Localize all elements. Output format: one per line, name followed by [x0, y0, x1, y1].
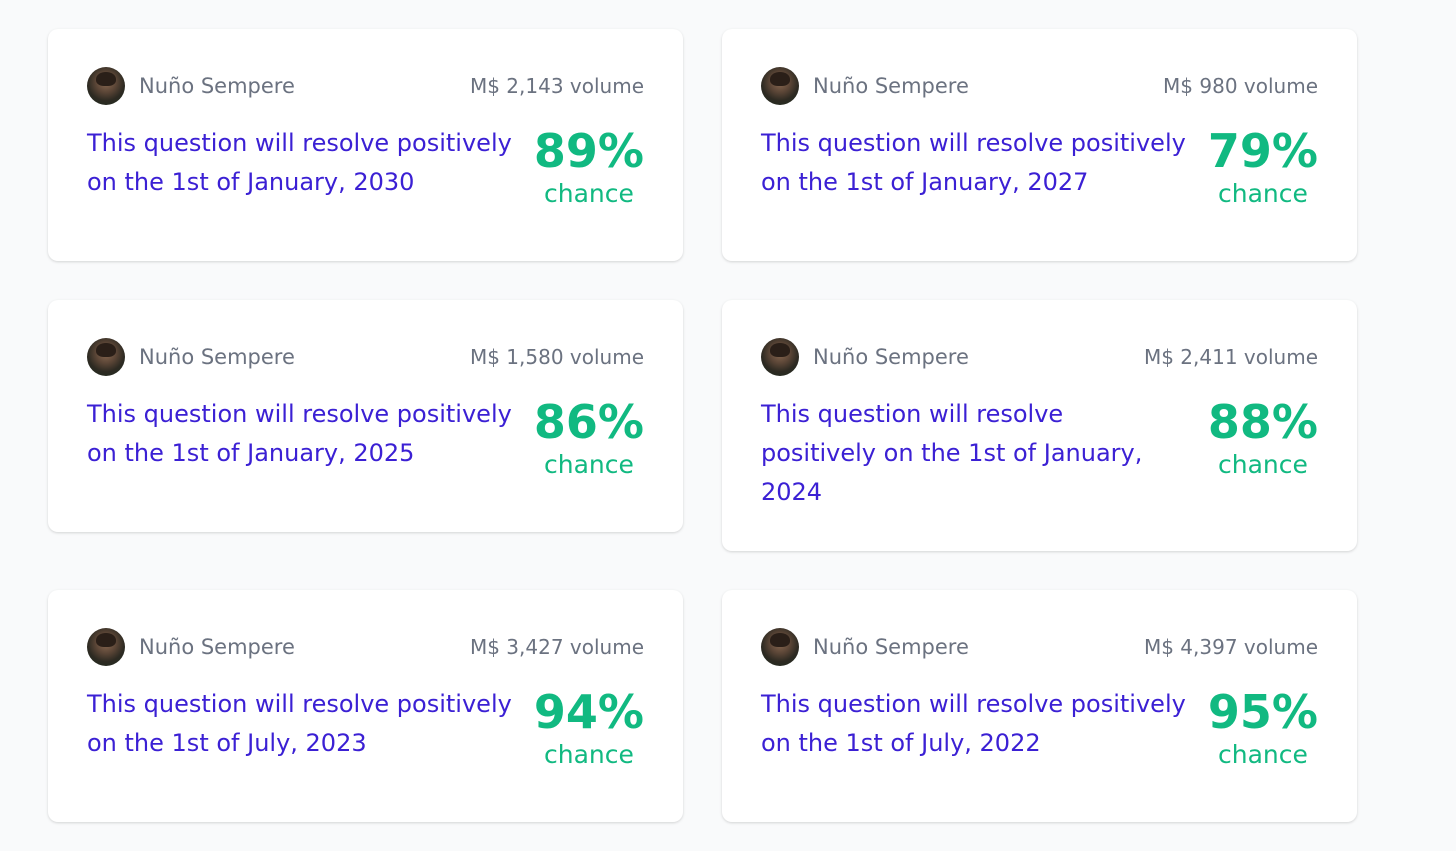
probability-value: 79% [1207, 124, 1318, 178]
volume-label: M$ 3,427 volume [469, 635, 644, 659]
probability-value: 95% [1207, 685, 1318, 739]
probability-box: 95% chance [1208, 687, 1318, 771]
chance-label: chance [1218, 740, 1308, 769]
card-body: This question will resolve positively on… [761, 685, 1318, 771]
creator-name[interactable]: Nuño Sempere [139, 74, 295, 98]
volume-label: M$ 1,580 volume [469, 345, 644, 369]
market-card[interactable]: Nuño Sempere M$ 980 volume This question… [722, 29, 1357, 261]
probability-box: 89% chance [534, 126, 644, 210]
question-title[interactable]: This question will resolve positively on… [87, 129, 512, 196]
probability-value: 94% [533, 685, 644, 739]
market-card[interactable]: Nuño Sempere M$ 2,411 volume This questi… [722, 300, 1357, 551]
card-body: This question will resolve positively on… [761, 395, 1318, 512]
creator[interactable]: Nuño Sempere [87, 67, 295, 105]
probability-box: 88% chance [1208, 397, 1318, 481]
creator[interactable]: Nuño Sempere [87, 628, 295, 666]
question-title[interactable]: This question will resolve positively on… [87, 400, 512, 467]
avatar[interactable] [761, 628, 799, 666]
question-title[interactable]: This question will resolve positively on… [761, 129, 1186, 196]
probability-box: 79% chance [1208, 126, 1318, 210]
creator[interactable]: Nuño Sempere [761, 67, 969, 105]
volume-label: M$ 980 volume [1163, 74, 1318, 98]
card-header: Nuño Sempere M$ 2,143 volume [87, 67, 644, 105]
creator-name[interactable]: Nuño Sempere [813, 74, 969, 98]
creator[interactable]: Nuño Sempere [761, 338, 969, 376]
creator-name[interactable]: Nuño Sempere [139, 345, 295, 369]
card-body: This question will resolve positively on… [87, 395, 644, 481]
avatar[interactable] [87, 338, 125, 376]
chance-label: chance [1218, 179, 1308, 208]
chance-label: chance [544, 179, 634, 208]
volume-label: M$ 2,143 volume [469, 74, 644, 98]
card-body: This question will resolve positively on… [87, 685, 644, 771]
chance-label: chance [1218, 450, 1308, 479]
volume-label: M$ 4,397 volume [1143, 635, 1318, 659]
probability-value: 86% [533, 395, 644, 449]
market-card[interactable]: Nuño Sempere M$ 2,143 volume This questi… [48, 29, 683, 261]
probability-value: 89% [533, 124, 644, 178]
market-card[interactable]: Nuño Sempere M$ 1,580 volume This questi… [48, 300, 683, 532]
avatar[interactable] [761, 338, 799, 376]
creator[interactable]: Nuño Sempere [87, 338, 295, 376]
avatar[interactable] [87, 628, 125, 666]
card-body: This question will resolve positively on… [87, 124, 644, 210]
chance-label: chance [544, 450, 634, 479]
card-header: Nuño Sempere M$ 1,580 volume [87, 338, 644, 376]
card-header: Nuño Sempere M$ 980 volume [761, 67, 1318, 105]
chance-label: chance [544, 740, 634, 769]
probability-box: 86% chance [534, 397, 644, 481]
question-title[interactable]: This question will resolve positively on… [761, 690, 1186, 757]
market-card[interactable]: Nuño Sempere M$ 3,427 volume This questi… [48, 590, 683, 822]
card-header: Nuño Sempere M$ 4,397 volume [761, 628, 1318, 666]
creator-name[interactable]: Nuño Sempere [813, 345, 969, 369]
probability-value: 88% [1207, 395, 1318, 449]
avatar[interactable] [761, 67, 799, 105]
question-title[interactable]: This question will resolve positively on… [87, 690, 512, 757]
card-header: Nuño Sempere M$ 3,427 volume [87, 628, 644, 666]
card-header: Nuño Sempere M$ 2,411 volume [761, 338, 1318, 376]
creator-name[interactable]: Nuño Sempere [139, 635, 295, 659]
volume-label: M$ 2,411 volume [1143, 345, 1318, 369]
question-title[interactable]: This question will resolve positively on… [761, 400, 1143, 506]
creator[interactable]: Nuño Sempere [761, 628, 969, 666]
card-body: This question will resolve positively on… [761, 124, 1318, 210]
creator-name[interactable]: Nuño Sempere [813, 635, 969, 659]
avatar[interactable] [87, 67, 125, 105]
probability-box: 94% chance [534, 687, 644, 771]
market-card[interactable]: Nuño Sempere M$ 4,397 volume This questi… [722, 590, 1357, 822]
